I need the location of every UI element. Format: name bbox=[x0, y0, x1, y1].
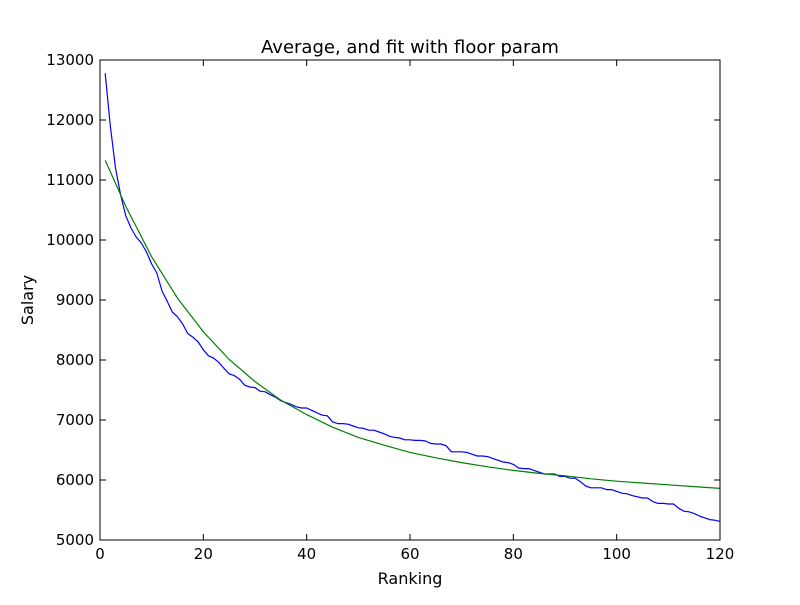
y-tick-label: 11000 bbox=[46, 171, 94, 189]
y-tick-label: 7000 bbox=[56, 411, 94, 429]
y-tick-label: 6000 bbox=[56, 471, 94, 489]
y-tick-label: 13000 bbox=[46, 51, 94, 69]
y-tick-label: 8000 bbox=[56, 351, 94, 369]
x-tick-label: 100 bbox=[602, 545, 631, 563]
y-axis-label: Salary bbox=[18, 275, 37, 325]
x-tick-label: 40 bbox=[297, 545, 316, 563]
ticks-layer: 0 20 40 60 80 100 120 5000 6000 7000 8000 9000 10000… bbox=[46, 51, 734, 563]
x-tick-label: 80 bbox=[504, 545, 523, 563]
chart-title: Average, and fit with floor param bbox=[261, 37, 559, 58]
series-line-2 bbox=[104, 159, 721, 489]
y-tick-label: 5000 bbox=[56, 531, 94, 549]
x-tick-label: 120 bbox=[706, 545, 735, 563]
x-tick-label: 60 bbox=[400, 545, 419, 563]
y-tick-label: 12000 bbox=[46, 111, 94, 129]
x-tick-label: 20 bbox=[194, 545, 213, 563]
y-tick-label: 10000 bbox=[46, 231, 94, 249]
x-axis-label: Ranking bbox=[378, 569, 443, 588]
y-tick-label: 9000 bbox=[56, 291, 94, 309]
x-tick-label: 0 bbox=[95, 545, 105, 563]
plot-area-frame bbox=[99, 59, 721, 541]
series-layer bbox=[104, 73, 721, 522]
series-line-1 bbox=[104, 73, 721, 522]
